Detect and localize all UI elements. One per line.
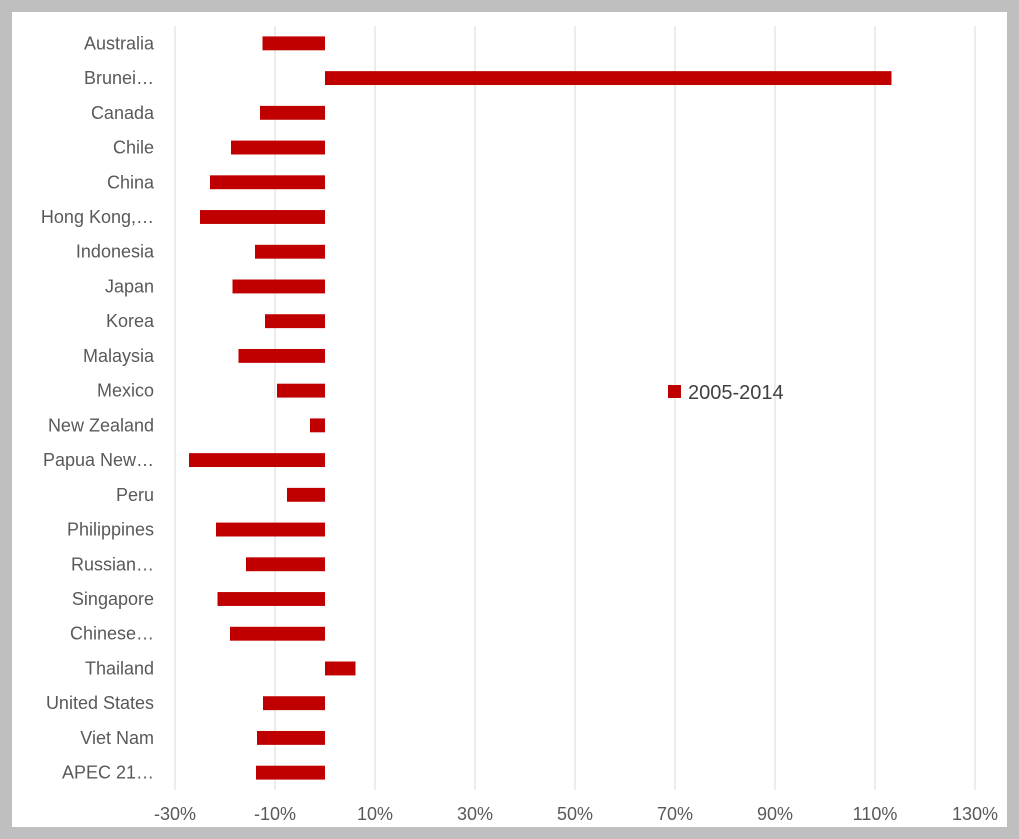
bar [246, 557, 325, 572]
x-tick-label: 10% [357, 804, 393, 824]
category-label: Chinese… [70, 624, 154, 644]
bar [256, 765, 325, 780]
bar [287, 487, 325, 502]
category-label: Indonesia [76, 242, 155, 262]
bar [210, 175, 325, 190]
category-label: Peru [116, 485, 154, 505]
legend-label: 2005-2014 [688, 382, 784, 404]
bar [238, 348, 325, 363]
x-tick-label: 110% [853, 804, 898, 824]
category-label: Russian… [71, 554, 154, 574]
bar [255, 244, 325, 259]
category-label: United States [46, 693, 154, 713]
bar [262, 36, 325, 51]
x-tick-label: -10% [254, 804, 296, 824]
category-label: Brunei… [84, 68, 154, 88]
category-label: Papua New… [43, 450, 154, 470]
bar [216, 522, 325, 537]
x-tick-label: 90% [757, 804, 793, 824]
category-label: Australia [84, 33, 155, 53]
category-label: Chile [113, 138, 154, 158]
bar [263, 696, 325, 711]
bar-chart: Australia Brunei… Canada Chile China Hong Kon… [41, 26, 998, 824]
category-label: Philippines [67, 520, 154, 540]
category-label: Malaysia [83, 346, 155, 366]
category-label: Singapore [72, 589, 154, 609]
x-tick-label: 130% [952, 804, 998, 824]
x-tick-label: 70% [657, 804, 693, 824]
bar [325, 71, 892, 86]
x-tick-labels: -30% -10% 10% 30% 50% 70% 90% 110% 130% [154, 804, 998, 824]
category-label: Thailand [85, 658, 154, 678]
x-tick-label: -30% [154, 804, 196, 824]
bar [310, 418, 325, 433]
legend: 2005-2014 [668, 382, 784, 404]
category-label: New Zealand [48, 415, 154, 435]
bar [217, 592, 325, 606]
x-tick-label: 30% [457, 804, 493, 824]
chart-area: Australia Brunei… Canada Chile China Hong Kon… [12, 12, 1007, 827]
bar [232, 279, 325, 294]
x-tick-label: 50% [557, 804, 593, 824]
category-label: Canada [91, 103, 155, 123]
bar [200, 210, 325, 224]
category-label: Japan [105, 276, 154, 296]
legend-swatch [668, 385, 681, 398]
bar [260, 105, 325, 120]
bars [189, 36, 892, 780]
category-label: APEC 21… [62, 763, 154, 783]
bar [231, 140, 325, 155]
bar [257, 730, 325, 745]
bar [325, 661, 356, 676]
category-label: Korea [106, 311, 155, 331]
bar [230, 626, 325, 641]
bar [265, 314, 325, 329]
category-labels: Australia Brunei… Canada Chile China Hong Kon… [41, 33, 155, 782]
bar [277, 383, 325, 398]
category-label: Mexico [97, 381, 154, 401]
bar [189, 453, 325, 468]
category-label: China [107, 172, 155, 192]
category-label: Hong Kong,… [41, 207, 154, 227]
category-label: Viet Nam [80, 728, 154, 748]
